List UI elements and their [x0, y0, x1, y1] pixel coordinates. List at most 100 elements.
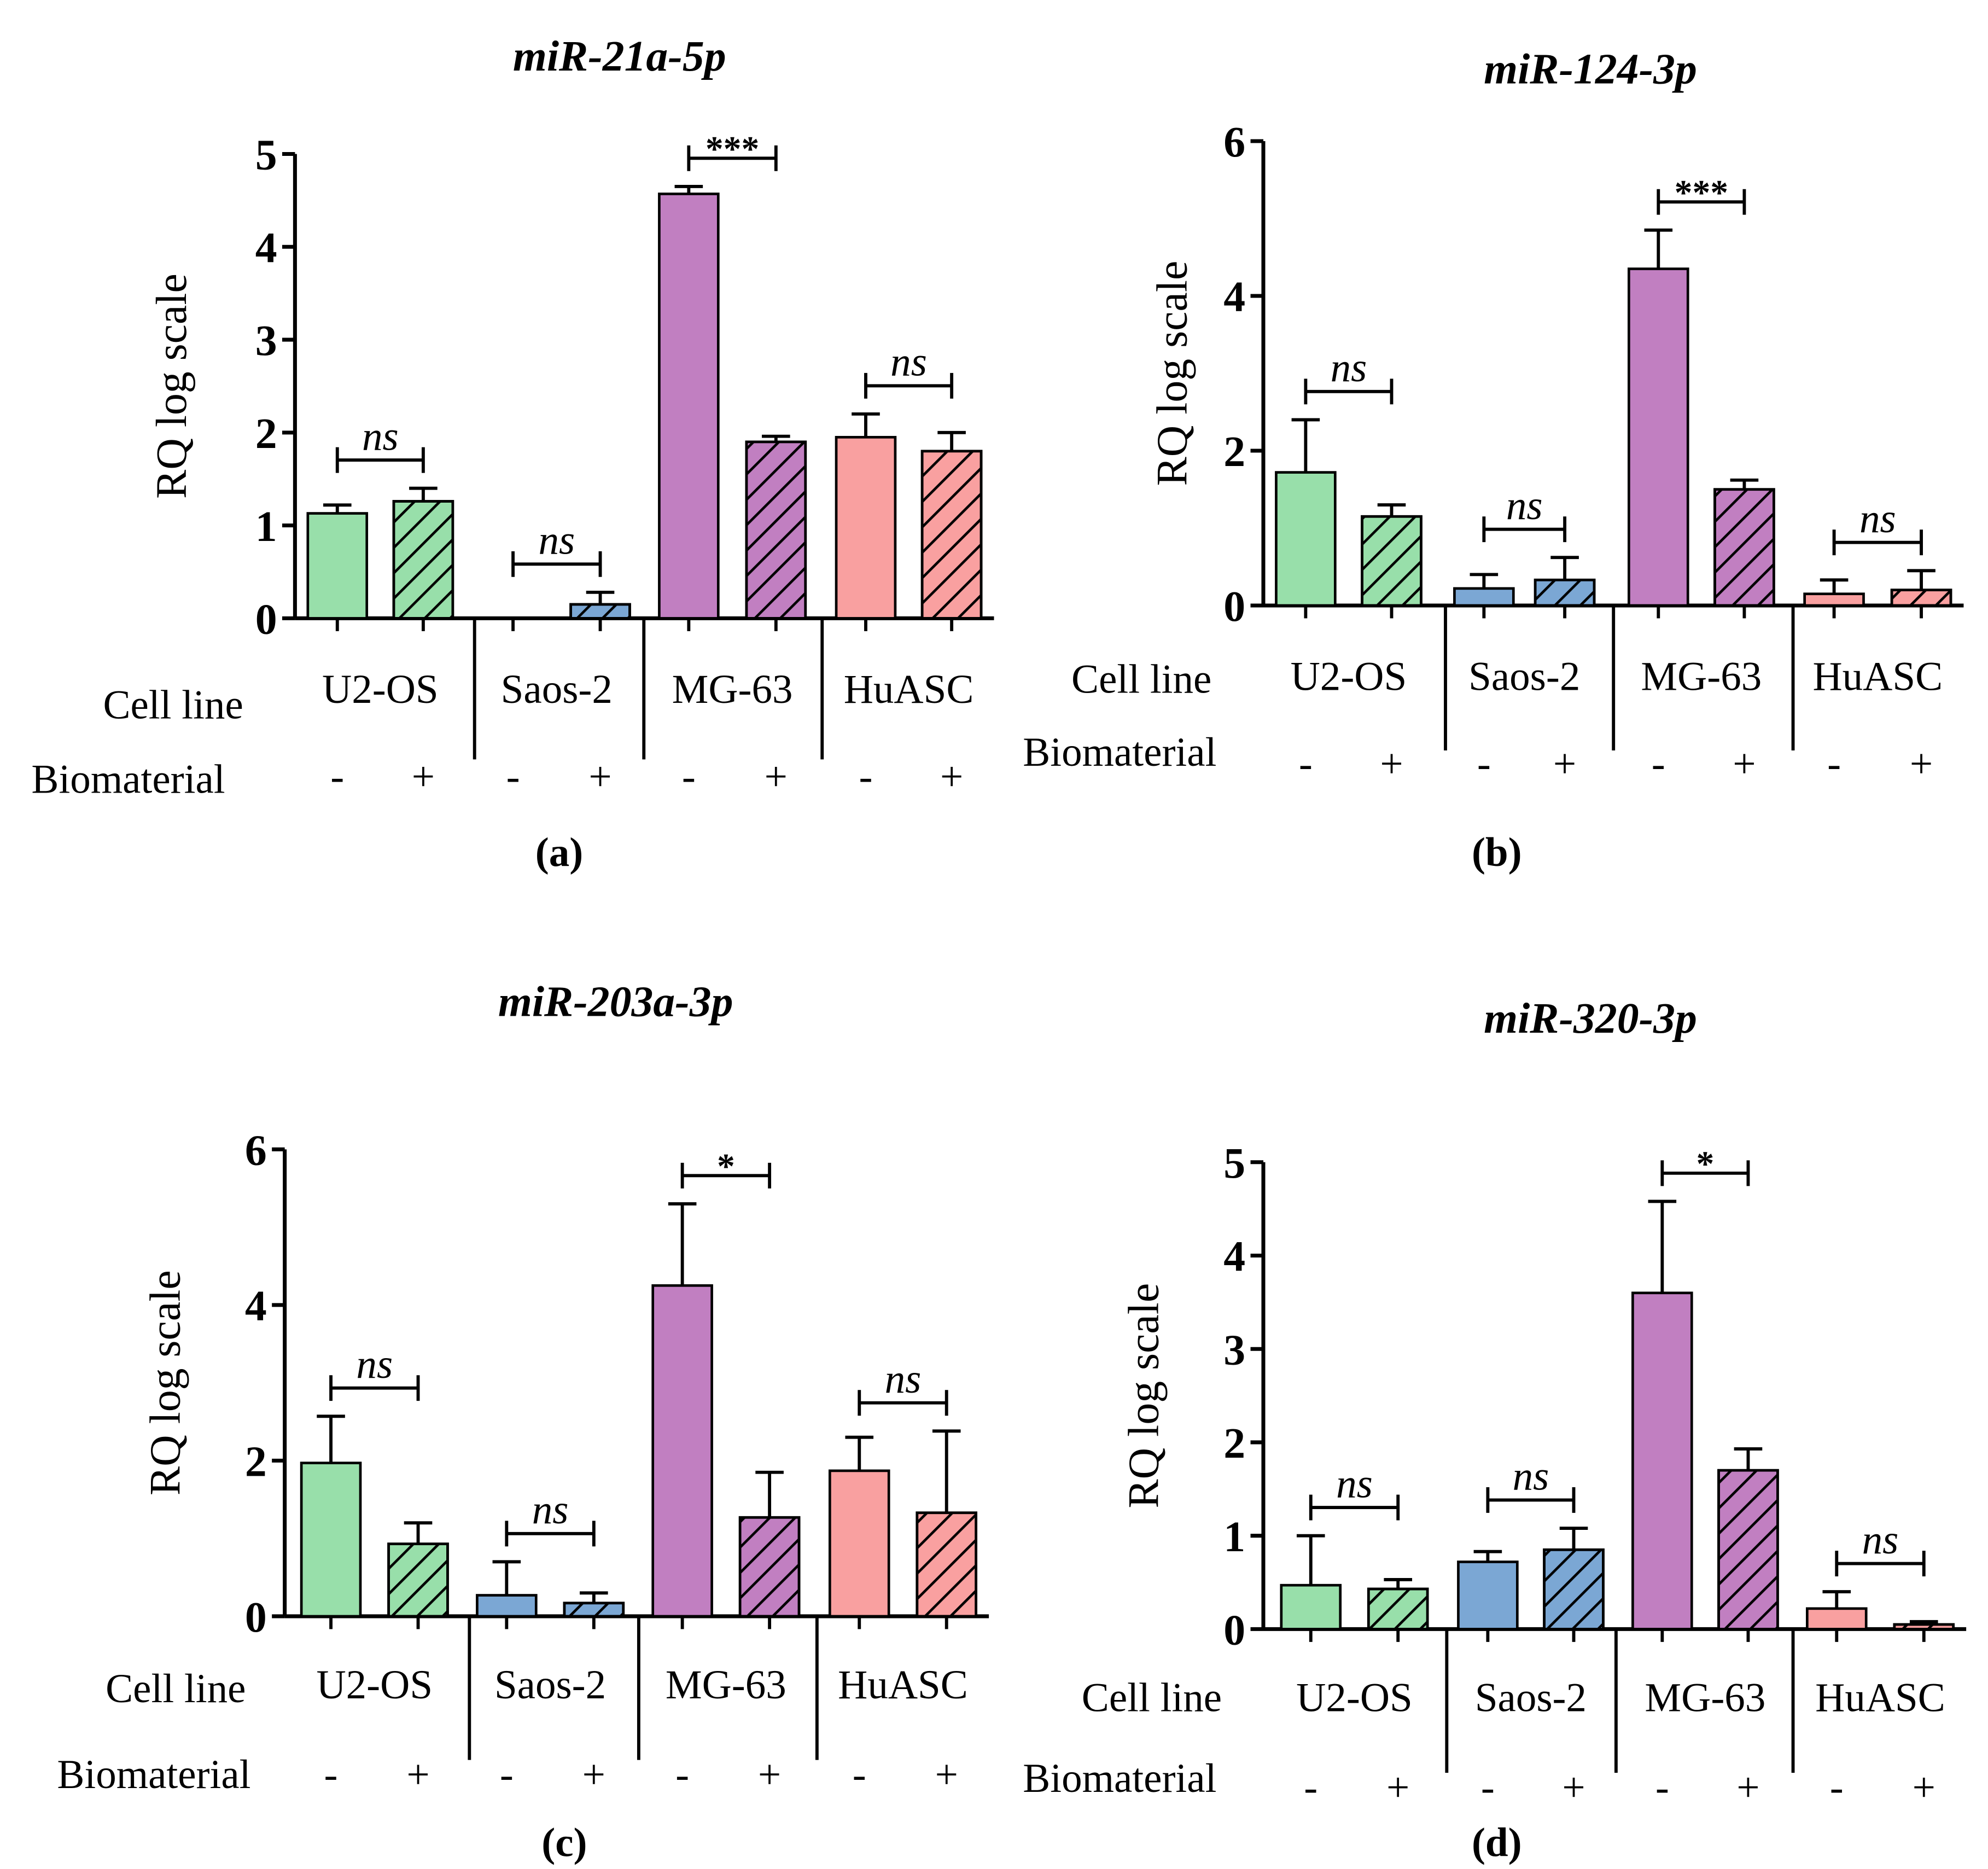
significance-label: ns: [1859, 496, 1896, 542]
cell-line-label: MG-63: [1641, 654, 1762, 700]
significance-bracket: [329, 1375, 420, 1401]
biomaterial-sign: +: [1733, 741, 1756, 787]
bar-u2-os-minus: [300, 1462, 362, 1618]
significance-bracket: [1657, 189, 1746, 215]
bar-u2-os-minus: [306, 512, 369, 620]
y-axis-label: RQ log scale: [148, 273, 196, 499]
bar-hatch: [563, 1602, 625, 1618]
significance-bracket: [1309, 1494, 1400, 1521]
bar-hatch: [1534, 578, 1596, 607]
biomaterial-sign: +: [1380, 741, 1403, 787]
cell-line-label: Saos-2: [1475, 1675, 1587, 1720]
cell-line-label: MG-63: [672, 667, 793, 712]
biomaterial-sign: -: [853, 1752, 866, 1797]
bar-hatch: [392, 500, 454, 620]
biomaterial-sign: +: [1562, 1765, 1585, 1810]
biomaterial-sign: -: [1655, 1765, 1669, 1810]
y-tick-label: 1: [255, 503, 277, 551]
significance-bracket: [687, 145, 778, 171]
chart-panel-c: miR-203a-3p RQ log scale 0 2 4 6 - + U2-OS ns - + Sa…: [57, 977, 989, 1865]
biomaterial-sign: +: [1913, 1765, 1935, 1810]
biomaterial-sign: -: [324, 1752, 338, 1797]
biomaterial-sign: -: [859, 754, 872, 800]
bar-hatch: [1893, 1623, 1955, 1631]
chart-title: miR-203a-3p: [498, 977, 733, 1026]
biomaterial-sign: +: [940, 754, 963, 800]
y-tick-label: 6: [245, 1126, 267, 1174]
biomaterial-sign: -: [1830, 1765, 1844, 1810]
cell-line-label: HuASC: [838, 1662, 968, 1708]
cell-line-label: HuASC: [1812, 654, 1943, 700]
y-axis-label: RQ log scale: [1148, 261, 1196, 486]
biomaterial-sign: -: [1477, 741, 1491, 787]
bar-huasc-minus: [835, 435, 897, 620]
bar-huasc-minus: [828, 1469, 890, 1618]
bar-saos-2-minus: [1457, 1561, 1519, 1631]
bar-mg-63-minus: [658, 193, 720, 620]
cell-line-row-label: Cell line: [103, 682, 243, 727]
y-axis-label: RQ log scale: [141, 1270, 189, 1495]
y-tick-label: 3: [255, 317, 277, 365]
significance-bracket: [864, 372, 954, 399]
bar-mg-63-minus: [1631, 1291, 1693, 1631]
biomaterial-sign: +: [1386, 1765, 1409, 1810]
biomaterial-row-label: Biomaterial: [1023, 730, 1216, 775]
y-tick-label: 3: [1223, 1326, 1245, 1374]
y-tick-label: 2: [245, 1438, 267, 1486]
y-tick-label: 0: [255, 596, 277, 644]
biomaterial-sign: +: [1553, 741, 1576, 787]
biomaterial-sign: -: [1652, 741, 1665, 787]
significance-bracket: [1304, 379, 1394, 405]
significance-bracket: [511, 551, 602, 577]
cell-line-label: U2-OS: [1296, 1675, 1413, 1720]
chart-panel-b: miR-124-3p RQ log scale 0 2 4 6 - + U2-OS ns - + Sao…: [1023, 45, 1964, 875]
panel-label: (d): [1472, 1820, 1522, 1865]
biomaterial-sign: +: [1736, 1765, 1759, 1810]
y-tick-label: 0: [1223, 583, 1245, 631]
cell-line-label: MG-63: [666, 1662, 786, 1708]
biomaterial-sign: -: [500, 1752, 514, 1797]
biomaterial-sign: +: [412, 754, 435, 800]
bar-hatch: [745, 440, 807, 620]
bar-huasc-minus: [1803, 592, 1865, 607]
cell-line-label: U2-OS: [316, 1662, 433, 1708]
significance-label: *: [717, 1146, 735, 1186]
y-tick-label: 5: [255, 131, 277, 179]
cell-line-label: Saos-2: [494, 1662, 606, 1708]
biomaterial-sign: +: [582, 1752, 605, 1797]
y-tick-label: 5: [1223, 1139, 1245, 1187]
significance-label: ***: [1675, 173, 1728, 213]
panel-label: (a): [535, 830, 583, 875]
y-tick-label: 2: [1223, 428, 1245, 476]
y-axis-label: RQ log scale: [1120, 1283, 1168, 1509]
y-tick-label: 2: [255, 410, 277, 458]
chart-title: miR-124-3p: [1484, 45, 1697, 93]
panel-label: (c): [541, 1820, 587, 1865]
significance-bracket: [505, 1521, 596, 1547]
significance-label: ns: [538, 518, 575, 563]
significance-label: ***: [706, 129, 759, 169]
significance-label: ns: [356, 1342, 393, 1387]
bar-hatch: [1713, 488, 1775, 607]
bar-mg-63-minus: [1628, 267, 1689, 607]
biomaterial-sign: -: [506, 754, 520, 800]
significance-label: ns: [1862, 1517, 1899, 1563]
biomaterial-sign: +: [935, 1752, 958, 1797]
significance-bracket: [680, 1162, 772, 1189]
bar-u2-os-minus: [1280, 1583, 1342, 1631]
biomaterial-sign: +: [588, 754, 611, 800]
bar-hatch: [569, 603, 631, 620]
y-tick-label: 6: [1223, 118, 1245, 166]
bar-u2-os-minus: [1275, 471, 1337, 607]
cell-line-label: Saos-2: [501, 667, 613, 712]
significance-bracket: [1832, 529, 1923, 556]
significance-label: ns: [885, 1356, 922, 1402]
significance-label: ns: [362, 414, 399, 459]
biomaterial-sign: +: [1910, 741, 1933, 787]
biomaterial-sign: -: [1481, 1765, 1495, 1810]
y-tick-label: 2: [1223, 1419, 1245, 1468]
biomaterial-sign: -: [675, 1752, 689, 1797]
bar-hatch: [916, 1511, 978, 1618]
chart-panel-d: miR-320-3p RQ log scale 0 1 2 3 4 5 - + U2-OS ns - + S…: [1023, 994, 1967, 1865]
